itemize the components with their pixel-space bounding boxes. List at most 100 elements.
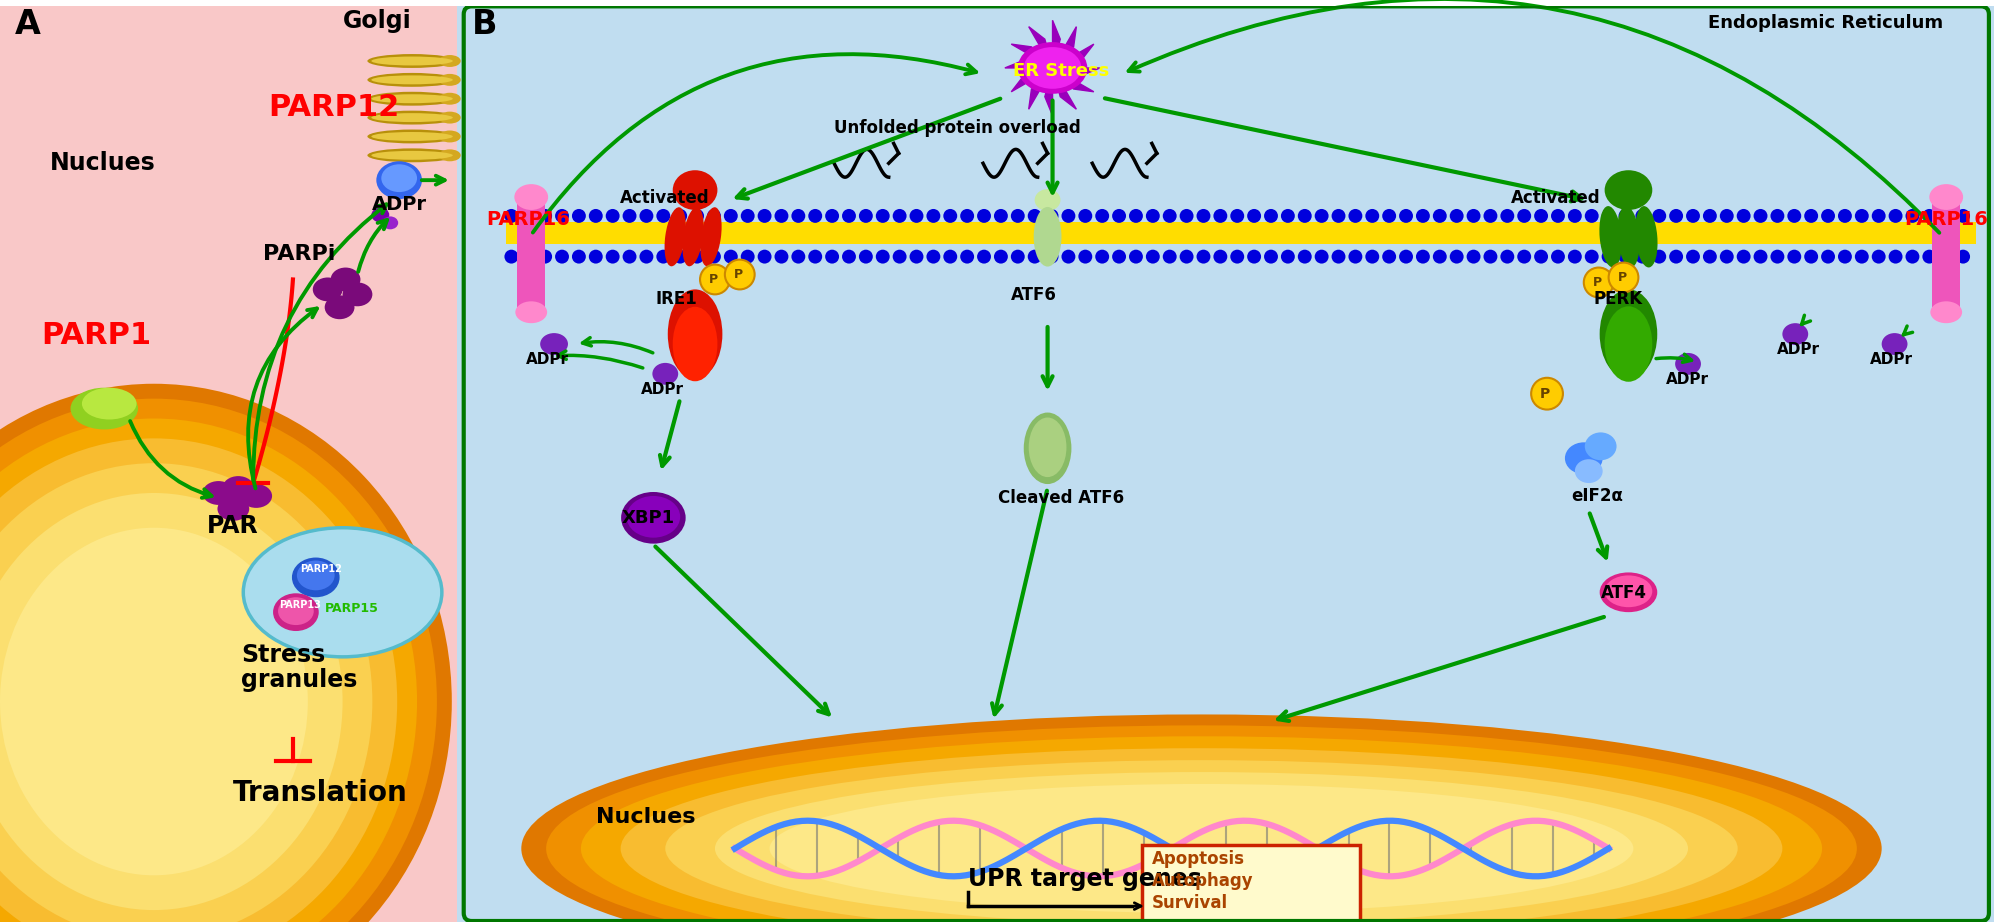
Circle shape <box>959 250 973 264</box>
Ellipse shape <box>371 56 452 65</box>
Polygon shape <box>1052 44 1094 68</box>
Polygon shape <box>1012 44 1052 68</box>
Text: ADPr: ADPr <box>1776 342 1820 357</box>
Circle shape <box>1871 250 1885 264</box>
Circle shape <box>1297 209 1311 223</box>
Polygon shape <box>1052 68 1076 109</box>
Ellipse shape <box>652 363 678 384</box>
Ellipse shape <box>1929 184 1963 210</box>
Circle shape <box>1062 209 1076 223</box>
Ellipse shape <box>371 94 452 103</box>
Circle shape <box>1246 209 1260 223</box>
Ellipse shape <box>672 171 716 210</box>
Circle shape <box>1365 250 1379 264</box>
Circle shape <box>1331 250 1345 264</box>
Circle shape <box>622 250 636 264</box>
Circle shape <box>690 250 704 264</box>
Polygon shape <box>1052 20 1060 68</box>
Circle shape <box>1955 209 1969 223</box>
Circle shape <box>1939 209 1953 223</box>
Circle shape <box>672 250 686 264</box>
Ellipse shape <box>668 290 723 379</box>
Circle shape <box>757 209 771 223</box>
Ellipse shape <box>0 493 343 910</box>
Circle shape <box>1230 209 1244 223</box>
Circle shape <box>1146 250 1160 264</box>
Text: ATF6: ATF6 <box>1010 287 1056 304</box>
Ellipse shape <box>371 207 389 222</box>
Circle shape <box>504 250 518 264</box>
Circle shape <box>1854 250 1869 264</box>
Ellipse shape <box>367 148 456 162</box>
Ellipse shape <box>1600 573 1656 612</box>
Ellipse shape <box>331 267 361 291</box>
Circle shape <box>1196 209 1210 223</box>
Circle shape <box>1449 250 1463 264</box>
Circle shape <box>1297 250 1311 264</box>
Circle shape <box>1608 263 1638 292</box>
Circle shape <box>1634 209 1648 223</box>
Ellipse shape <box>1782 324 1806 345</box>
Circle shape <box>1315 209 1329 223</box>
Text: P: P <box>1618 271 1626 285</box>
Text: IRE1: IRE1 <box>654 290 696 308</box>
Text: UPR target genes: UPR target genes <box>967 868 1202 892</box>
Text: ATF4: ATF4 <box>1600 585 1646 602</box>
Circle shape <box>1044 250 1058 264</box>
Ellipse shape <box>1573 459 1602 483</box>
Circle shape <box>1162 209 1176 223</box>
Circle shape <box>1517 209 1531 223</box>
Text: ADPr: ADPr <box>371 195 427 214</box>
Circle shape <box>1702 250 1716 264</box>
Circle shape <box>1399 250 1413 264</box>
Circle shape <box>1399 209 1413 223</box>
Ellipse shape <box>371 151 452 160</box>
Ellipse shape <box>672 307 716 382</box>
Circle shape <box>1349 250 1361 264</box>
Circle shape <box>588 209 602 223</box>
Circle shape <box>859 209 873 223</box>
Ellipse shape <box>1881 333 1907 355</box>
Circle shape <box>1549 250 1563 264</box>
Circle shape <box>1212 209 1226 223</box>
Circle shape <box>572 209 586 223</box>
Ellipse shape <box>1024 412 1072 484</box>
Circle shape <box>1196 250 1210 264</box>
Polygon shape <box>1028 68 1052 109</box>
Circle shape <box>1433 209 1445 223</box>
Circle shape <box>809 250 821 264</box>
Circle shape <box>1549 209 1563 223</box>
Ellipse shape <box>682 207 702 266</box>
Ellipse shape <box>516 301 546 324</box>
Circle shape <box>1146 209 1160 223</box>
Text: Activated: Activated <box>1511 189 1600 207</box>
Text: ADPr: ADPr <box>526 352 570 367</box>
Circle shape <box>622 209 636 223</box>
Ellipse shape <box>1604 306 1652 382</box>
Text: Nuclues: Nuclues <box>596 807 694 827</box>
Ellipse shape <box>1024 47 1082 89</box>
Ellipse shape <box>1674 353 1700 375</box>
Ellipse shape <box>1028 418 1066 477</box>
Ellipse shape <box>1604 575 1652 608</box>
Text: ADPr: ADPr <box>640 382 682 396</box>
Circle shape <box>504 209 518 223</box>
Ellipse shape <box>1034 207 1062 266</box>
Ellipse shape <box>440 74 460 86</box>
Circle shape <box>1465 250 1479 264</box>
Ellipse shape <box>375 161 421 199</box>
Circle shape <box>1517 250 1531 264</box>
Ellipse shape <box>371 113 452 122</box>
Circle shape <box>1028 209 1042 223</box>
Ellipse shape <box>546 726 1856 922</box>
Circle shape <box>1280 209 1295 223</box>
Circle shape <box>1178 209 1192 223</box>
Circle shape <box>606 209 620 223</box>
Bar <box>506 222 1975 243</box>
Text: Unfolded protein overload: Unfolded protein overload <box>833 120 1080 137</box>
Circle shape <box>1044 209 1058 223</box>
Ellipse shape <box>367 73 456 87</box>
Ellipse shape <box>769 784 1632 913</box>
Circle shape <box>809 209 821 223</box>
Ellipse shape <box>82 388 136 420</box>
